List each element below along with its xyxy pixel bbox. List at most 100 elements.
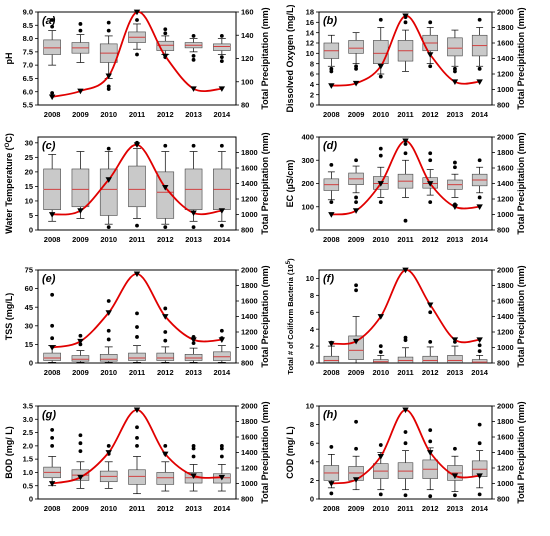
y-axis-label-tail: C) [4,133,14,143]
outlier-point [354,66,358,71]
box-2008 [43,292,61,363]
box-2014 [471,158,488,200]
y-tick-label: 2 [310,90,314,99]
precipitation-marker [427,52,434,58]
panel-f: 0 2 4 6 8 10 800 1000 1200 1400 1600 1800 2000 2008 20… [286,258,526,377]
y-tick-label: 0 [310,495,314,504]
box-2014 [471,422,488,497]
y2-tick-label: 140 [241,31,254,40]
precipitation-marker [218,86,226,92]
outlier-point [329,200,334,205]
outlier-point [453,69,457,74]
outlier-point [106,443,111,448]
box-2012 [422,151,438,205]
precipitation-marker [162,53,169,60]
y-tick-label: 8.0 [23,34,33,43]
y2-tick-label: 120 [241,54,254,63]
box-2011 [397,15,414,72]
outlier-point [163,31,168,36]
x-tick-label: 2009 [348,504,365,513]
box-2008 [323,445,340,496]
y-tick-label: 200 [301,179,314,188]
outlier-point [428,428,433,433]
box-2010 [99,299,118,363]
outlier-point [378,146,383,151]
box-2014 [471,17,488,71]
box-2012 [156,143,175,229]
y-axis-label-text: Total # of Coliform Bacteria (10 [286,264,295,374]
precipitation-marker [133,271,141,278]
y-tick-label: 2.5 [23,428,33,437]
box-2012 [156,306,175,363]
box-iqr [71,168,90,208]
y-tick-label: 15 [25,340,33,349]
outlier-point [403,335,408,340]
outlier-point [477,422,482,427]
precipitation-marker [162,451,169,458]
y2-tick-label: 1000 [241,479,258,488]
box-2012 [422,310,438,364]
precipitation-marker [402,13,409,20]
x-tick-label: 2013 [447,504,464,513]
x-tick-label: 2013 [185,235,202,244]
box-iqr [128,165,146,208]
y-tick-label: 0 [310,359,314,368]
box-2008 [43,154,61,222]
outlier-point [191,443,196,448]
outlier-point [163,338,168,343]
box-iqr [422,355,438,363]
y-tick-label: 20 [25,167,33,176]
x-tick-label: 2014 [471,235,489,244]
x-tick-label: 2012 [157,368,174,377]
x-tick-label: 2013 [447,235,464,244]
y2-tick-label: 1200 [241,328,258,337]
outlier-point [135,435,139,440]
y-tick-label: 0 [310,101,314,110]
outlier-point [163,225,168,229]
x-tick-label: 2009 [72,368,89,377]
outlier-point [403,430,408,434]
y2-tick-label: 1600 [241,164,258,173]
y2-axis-label: Total Precipitation (mm) [260,401,270,503]
precipitation-marker [427,181,434,187]
y-tick-label: 5.5 [23,101,33,110]
outlier-point [477,17,482,22]
y-tick-label: 2.0 [23,441,33,450]
precipitation-marker [105,310,112,316]
y2-tick-label: 1200 [497,328,514,337]
panel-tag: (h) [323,409,337,421]
outlier-point [378,344,383,348]
box-2009 [71,22,90,63]
outlier-point [403,20,408,25]
outlier-point [191,34,196,38]
precipitation-marker [377,181,384,187]
y2-tick-label: 1600 [497,39,514,48]
panel-tag: (c) [42,140,56,152]
panel-tag: (f) [323,273,334,285]
y-tick-label: 7.0 [23,61,33,70]
y2-tick-label: 1400 [241,448,258,457]
y-axis-label: EC (µS/cm) [285,160,295,208]
y-tick-label: 4 [310,325,315,334]
outlier-point [219,143,224,148]
y-tick-label: 4 [310,80,315,89]
y-tick-label: 3.0 [23,415,33,424]
precipitation-marker [162,314,169,320]
y2-tick-label: 2000 [497,133,514,142]
y-tick-label: 6.0 [23,87,33,96]
box-2008 [43,428,61,487]
outlier-point [329,69,334,74]
x-tick-label: 2011 [129,504,145,513]
outlier-point [219,55,224,60]
x-tick-label: 2014 [214,368,232,377]
y-tick-label: 6 [310,439,314,448]
box-2009 [348,32,364,71]
outlier-point [428,200,433,205]
outlier-point [135,311,139,316]
box-iqr [99,168,118,216]
box-2008 [43,18,61,95]
outlier-point [191,57,196,62]
box-2010 [373,344,389,364]
panel-e: 0 15 30 45 60 75 800 1000 1200 1400 1600 1800 2000 20… [4,265,270,377]
